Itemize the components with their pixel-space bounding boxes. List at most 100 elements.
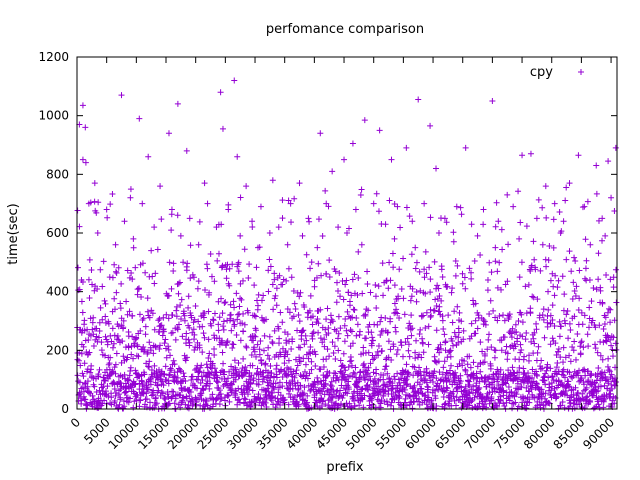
x-tick-label: 90000 [580,415,617,452]
data-point [243,344,250,351]
data-point [492,244,499,251]
data-point [339,395,346,402]
data-point [605,355,612,362]
data-point [243,183,250,190]
data-point [169,393,176,400]
legend: cpy [530,65,584,80]
data-point [320,364,327,371]
data-point [349,276,356,283]
data-point [163,311,170,318]
data-point [214,374,221,381]
data-point [134,291,141,298]
data-point [125,344,132,351]
data-point [271,276,278,283]
data-point [94,230,101,236]
data-point [269,383,276,390]
data-point [527,150,534,157]
data-point [522,283,529,290]
data-point [91,198,98,205]
data-point [157,183,164,190]
data-point [292,356,299,363]
data-point [375,342,382,349]
data-point [408,251,415,258]
data-point [269,340,276,347]
data-point [240,328,247,335]
data-point [348,357,355,364]
chart-title: perfomance comparison [266,22,424,37]
data-point [485,336,492,343]
data-point [172,336,179,343]
data-point [547,277,554,284]
data-point [128,351,135,358]
data-point [279,197,286,204]
data-point [286,309,293,316]
data-point [176,279,183,286]
data-point [490,307,497,314]
data-point [561,291,568,298]
y-tick-label: 1200 [38,50,69,64]
data-point [179,333,186,340]
x-tick-label: 75000 [491,415,528,452]
data-point [337,357,344,364]
data-point [333,279,340,286]
data-point [234,316,241,323]
data-point [283,379,290,386]
data-point [225,375,232,382]
data-point [297,372,304,379]
data-point [566,320,573,327]
data-point [310,329,317,336]
data-point [427,314,434,321]
data-point [446,348,453,355]
data-point [178,296,185,303]
data-point [300,327,307,334]
data-point [217,390,224,397]
data-point [110,379,117,386]
data-point [114,333,121,340]
data-point [392,324,399,331]
data-point [296,354,303,361]
data-point [516,235,523,242]
data-point [271,295,278,302]
data-point [90,331,97,338]
data-point [345,378,352,385]
data-point [216,335,223,342]
data-point [320,377,327,384]
data-point [116,401,123,408]
data-point [226,384,233,391]
data-point [247,403,254,410]
data-point [125,399,132,406]
data-point [285,401,292,408]
data-point [607,390,614,397]
data-point [219,262,226,269]
data-point [305,215,312,222]
data-point [129,276,136,283]
data-point [539,241,546,248]
data-point [277,309,284,316]
data-point [586,304,593,311]
data-point [416,364,423,371]
data-point [388,156,395,163]
data-point [191,346,198,353]
data-point [127,194,134,201]
data-point [328,383,335,390]
data-point [403,204,410,211]
data-point [107,371,114,378]
data-point [518,346,525,353]
data-point [211,351,218,358]
data-point [531,256,538,263]
data-point [205,291,212,298]
data-point [111,364,118,371]
data-point [515,188,522,195]
data-point [246,261,253,268]
data-point [324,346,331,353]
data-point [167,352,174,359]
data-point [220,318,227,325]
data-point [218,395,225,402]
data-point [124,311,131,318]
data-point [413,298,420,305]
data-point [219,310,226,317]
data-point [119,338,126,345]
data-point [484,276,491,283]
data-point [231,357,238,364]
